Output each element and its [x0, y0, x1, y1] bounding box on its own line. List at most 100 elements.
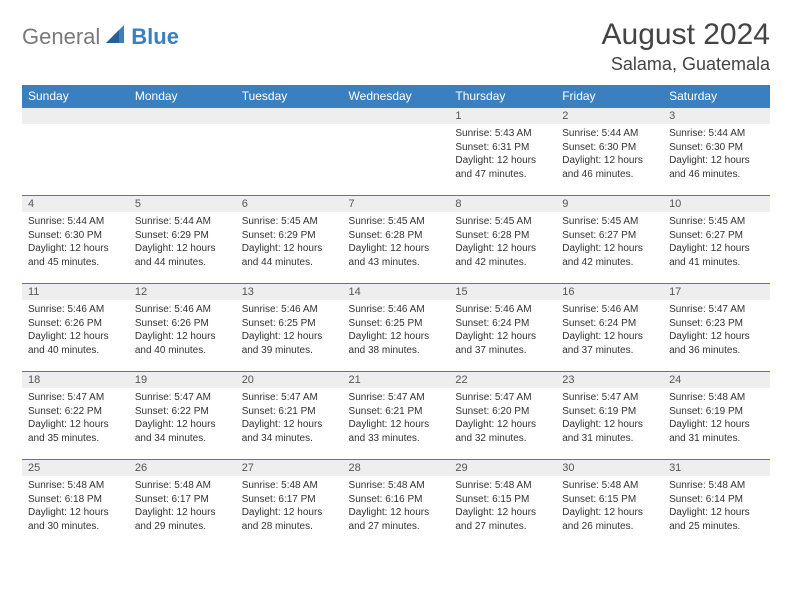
- day-details: Sunrise: 5:45 AMSunset: 6:28 PMDaylight:…: [449, 212, 556, 273]
- day-details: Sunrise: 5:48 AMSunset: 6:16 PMDaylight:…: [343, 476, 450, 537]
- day-number: 7: [343, 196, 450, 212]
- day-details: Sunrise: 5:48 AMSunset: 6:17 PMDaylight:…: [129, 476, 236, 537]
- day-number: 9: [556, 196, 663, 212]
- calendar-cell: 19Sunrise: 5:47 AMSunset: 6:22 PMDayligh…: [129, 372, 236, 460]
- calendar-table: SundayMondayTuesdayWednesdayThursdayFrid…: [22, 85, 770, 548]
- calendar-row: 11Sunrise: 5:46 AMSunset: 6:26 PMDayligh…: [22, 284, 770, 372]
- weekday-header: Wednesday: [343, 85, 450, 108]
- day-details: Sunrise: 5:48 AMSunset: 6:15 PMDaylight:…: [449, 476, 556, 537]
- weekday-header: Sunday: [22, 85, 129, 108]
- calendar-cell: 20Sunrise: 5:47 AMSunset: 6:21 PMDayligh…: [236, 372, 343, 460]
- day-details: Sunrise: 5:44 AMSunset: 6:30 PMDaylight:…: [663, 124, 770, 185]
- calendar-cell: 27Sunrise: 5:48 AMSunset: 6:17 PMDayligh…: [236, 460, 343, 548]
- calendar-cell: [22, 108, 129, 196]
- day-number: 13: [236, 284, 343, 300]
- day-number: 23: [556, 372, 663, 388]
- weekday-header: Tuesday: [236, 85, 343, 108]
- calendar-cell: 7Sunrise: 5:45 AMSunset: 6:28 PMDaylight…: [343, 196, 450, 284]
- calendar-cell: 28Sunrise: 5:48 AMSunset: 6:16 PMDayligh…: [343, 460, 450, 548]
- calendar-cell: 23Sunrise: 5:47 AMSunset: 6:19 PMDayligh…: [556, 372, 663, 460]
- day-number: 16: [556, 284, 663, 300]
- calendar-cell: [236, 108, 343, 196]
- day-number: 5: [129, 196, 236, 212]
- day-number: 29: [449, 460, 556, 476]
- month-title: August 2024: [602, 18, 770, 52]
- day-details: Sunrise: 5:45 AMSunset: 6:27 PMDaylight:…: [663, 212, 770, 273]
- calendar-cell: 12Sunrise: 5:46 AMSunset: 6:26 PMDayligh…: [129, 284, 236, 372]
- day-number: 26: [129, 460, 236, 476]
- day-number: 8: [449, 196, 556, 212]
- day-details: Sunrise: 5:44 AMSunset: 6:30 PMDaylight:…: [556, 124, 663, 185]
- day-details: Sunrise: 5:45 AMSunset: 6:28 PMDaylight:…: [343, 212, 450, 273]
- day-number: 3: [663, 108, 770, 124]
- day-number: [236, 108, 343, 124]
- weekday-header: Thursday: [449, 85, 556, 108]
- calendar-cell: 5Sunrise: 5:44 AMSunset: 6:29 PMDaylight…: [129, 196, 236, 284]
- day-number: 1: [449, 108, 556, 124]
- day-number: 18: [22, 372, 129, 388]
- day-number: 2: [556, 108, 663, 124]
- day-number: 30: [556, 460, 663, 476]
- calendar-cell: 8Sunrise: 5:45 AMSunset: 6:28 PMDaylight…: [449, 196, 556, 284]
- sail-icon: [106, 25, 128, 50]
- day-number: [22, 108, 129, 124]
- calendar-cell: 18Sunrise: 5:47 AMSunset: 6:22 PMDayligh…: [22, 372, 129, 460]
- calendar-cell: 9Sunrise: 5:45 AMSunset: 6:27 PMDaylight…: [556, 196, 663, 284]
- day-number: 19: [129, 372, 236, 388]
- calendar-row: 1Sunrise: 5:43 AMSunset: 6:31 PMDaylight…: [22, 108, 770, 196]
- day-details: Sunrise: 5:48 AMSunset: 6:15 PMDaylight:…: [556, 476, 663, 537]
- day-details: Sunrise: 5:46 AMSunset: 6:25 PMDaylight:…: [343, 300, 450, 361]
- calendar-cell: 29Sunrise: 5:48 AMSunset: 6:15 PMDayligh…: [449, 460, 556, 548]
- weekday-header: Friday: [556, 85, 663, 108]
- day-number: 31: [663, 460, 770, 476]
- title-block: August 2024 Salama, Guatemala: [602, 18, 770, 75]
- day-number: 25: [22, 460, 129, 476]
- day-details: Sunrise: 5:47 AMSunset: 6:20 PMDaylight:…: [449, 388, 556, 449]
- day-details: Sunrise: 5:46 AMSunset: 6:24 PMDaylight:…: [449, 300, 556, 361]
- day-details: Sunrise: 5:46 AMSunset: 6:24 PMDaylight:…: [556, 300, 663, 361]
- day-number: 20: [236, 372, 343, 388]
- calendar-cell: 2Sunrise: 5:44 AMSunset: 6:30 PMDaylight…: [556, 108, 663, 196]
- calendar-row: 4Sunrise: 5:44 AMSunset: 6:30 PMDaylight…: [22, 196, 770, 284]
- calendar-cell: 13Sunrise: 5:46 AMSunset: 6:25 PMDayligh…: [236, 284, 343, 372]
- day-details: Sunrise: 5:48 AMSunset: 6:19 PMDaylight:…: [663, 388, 770, 449]
- day-details: Sunrise: 5:46 AMSunset: 6:26 PMDaylight:…: [22, 300, 129, 361]
- day-details: [343, 124, 450, 131]
- calendar-row: 18Sunrise: 5:47 AMSunset: 6:22 PMDayligh…: [22, 372, 770, 460]
- calendar-row: 25Sunrise: 5:48 AMSunset: 6:18 PMDayligh…: [22, 460, 770, 548]
- calendar-cell: 1Sunrise: 5:43 AMSunset: 6:31 PMDaylight…: [449, 108, 556, 196]
- day-details: Sunrise: 5:47 AMSunset: 6:22 PMDaylight:…: [22, 388, 129, 449]
- day-details: Sunrise: 5:47 AMSunset: 6:22 PMDaylight:…: [129, 388, 236, 449]
- day-details: Sunrise: 5:44 AMSunset: 6:29 PMDaylight:…: [129, 212, 236, 273]
- calendar-cell: 25Sunrise: 5:48 AMSunset: 6:18 PMDayligh…: [22, 460, 129, 548]
- day-details: Sunrise: 5:48 AMSunset: 6:14 PMDaylight:…: [663, 476, 770, 537]
- day-number: 27: [236, 460, 343, 476]
- day-details: Sunrise: 5:45 AMSunset: 6:29 PMDaylight:…: [236, 212, 343, 273]
- calendar-cell: [129, 108, 236, 196]
- calendar-cell: 22Sunrise: 5:47 AMSunset: 6:20 PMDayligh…: [449, 372, 556, 460]
- calendar-cell: 15Sunrise: 5:46 AMSunset: 6:24 PMDayligh…: [449, 284, 556, 372]
- day-details: Sunrise: 5:47 AMSunset: 6:21 PMDaylight:…: [236, 388, 343, 449]
- calendar-body: 1Sunrise: 5:43 AMSunset: 6:31 PMDaylight…: [22, 108, 770, 548]
- day-details: Sunrise: 5:45 AMSunset: 6:27 PMDaylight:…: [556, 212, 663, 273]
- day-details: Sunrise: 5:43 AMSunset: 6:31 PMDaylight:…: [449, 124, 556, 185]
- location-label: Salama, Guatemala: [602, 54, 770, 75]
- calendar-cell: 30Sunrise: 5:48 AMSunset: 6:15 PMDayligh…: [556, 460, 663, 548]
- calendar-cell: 16Sunrise: 5:46 AMSunset: 6:24 PMDayligh…: [556, 284, 663, 372]
- day-details: [129, 124, 236, 131]
- weekday-header-row: SundayMondayTuesdayWednesdayThursdayFrid…: [22, 85, 770, 108]
- day-details: Sunrise: 5:48 AMSunset: 6:17 PMDaylight:…: [236, 476, 343, 537]
- page-header: General Blue August 2024 Salama, Guatema…: [22, 18, 770, 75]
- day-details: Sunrise: 5:44 AMSunset: 6:30 PMDaylight:…: [22, 212, 129, 273]
- weekday-header: Monday: [129, 85, 236, 108]
- calendar-cell: 31Sunrise: 5:48 AMSunset: 6:14 PMDayligh…: [663, 460, 770, 548]
- day-number: [129, 108, 236, 124]
- weekday-header: Saturday: [663, 85, 770, 108]
- day-number: 14: [343, 284, 450, 300]
- calendar-cell: 21Sunrise: 5:47 AMSunset: 6:21 PMDayligh…: [343, 372, 450, 460]
- calendar-cell: 4Sunrise: 5:44 AMSunset: 6:30 PMDaylight…: [22, 196, 129, 284]
- day-details: Sunrise: 5:47 AMSunset: 6:21 PMDaylight:…: [343, 388, 450, 449]
- day-number: 10: [663, 196, 770, 212]
- day-number: 21: [343, 372, 450, 388]
- day-number: 24: [663, 372, 770, 388]
